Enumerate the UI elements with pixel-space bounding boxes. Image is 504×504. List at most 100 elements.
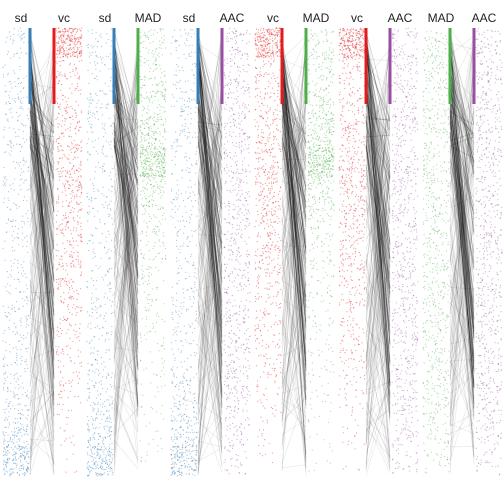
data-point [13,437,15,439]
link-line [29,166,55,440]
data-point [175,446,177,448]
data-point [142,172,144,174]
data-point [244,314,246,316]
data-point [159,90,161,92]
data-point [106,333,108,335]
data-point [62,31,64,33]
data-point [24,299,26,301]
data-point [25,315,27,317]
data-point [98,473,100,475]
data-point [94,427,96,429]
data-point [159,147,161,149]
data-point [228,88,230,90]
data-point [160,146,163,148]
data-point [75,38,77,40]
data-point [80,112,83,114]
data-point [234,80,236,82]
data-point [186,457,188,459]
data-point [235,194,237,196]
data-point [67,354,69,356]
data-point [238,147,241,149]
data-point [155,58,157,60]
data-point [248,236,250,238]
data-point [142,123,144,125]
data-point [67,145,69,147]
link-line [29,115,55,299]
data-point [164,218,167,220]
data-point [88,426,90,428]
data-point [72,28,74,30]
data-point [163,171,165,173]
data-point [184,125,186,127]
data-point [111,191,113,193]
data-point [102,458,104,460]
data-point [238,190,240,192]
data-point [60,285,62,287]
data-point [13,427,15,429]
data-point [14,333,17,335]
data-point [224,206,227,208]
data-point [87,429,89,431]
data-point [243,107,245,109]
data-point [87,474,89,477]
data-point [70,35,72,37]
data-point [142,180,144,183]
data-point [18,403,20,405]
data-point [10,188,12,190]
data-point [234,98,236,100]
data-point [25,445,27,447]
data-point [146,118,148,120]
data-point [176,40,178,42]
data-point [15,327,17,329]
data-point [171,380,173,383]
data-point [7,462,9,464]
data-point [193,416,195,418]
data-point [22,88,24,90]
data-point [229,223,231,225]
data-point [230,361,232,363]
data-point [111,454,114,456]
data-point [77,156,79,158]
data-point [8,191,10,193]
data-point [2,247,4,249]
link-line [29,43,55,379]
data-point [3,438,5,440]
data-point [3,383,5,385]
data-point [173,419,175,422]
data-point [3,136,5,138]
data-point [76,190,78,192]
data-point [183,397,185,399]
data-point [77,77,79,80]
link-line [29,107,55,201]
data-point [59,397,61,399]
data-point [147,134,149,136]
data-point [140,337,142,339]
link-line [29,48,55,89]
data-point [59,123,61,125]
data-point [180,302,182,304]
data-point [189,241,191,243]
data-point [74,396,76,398]
data-point [190,380,192,382]
data-point [73,156,75,158]
data-point [101,468,103,471]
data-point [99,167,101,169]
data-point [2,305,4,307]
data-point [8,152,10,154]
data-point [176,272,178,275]
data-point [96,280,98,282]
data-point [186,260,188,263]
data-point [244,104,246,106]
data-point [155,175,157,177]
data-point [4,461,6,463]
link-line [29,136,55,413]
data-point [93,385,95,387]
data-point [165,183,167,185]
data-point [224,380,226,382]
data-point [142,205,144,207]
data-point [109,80,112,82]
data-point [110,288,112,290]
data-point [164,169,166,171]
data-point [65,175,67,177]
data-point [176,179,178,181]
